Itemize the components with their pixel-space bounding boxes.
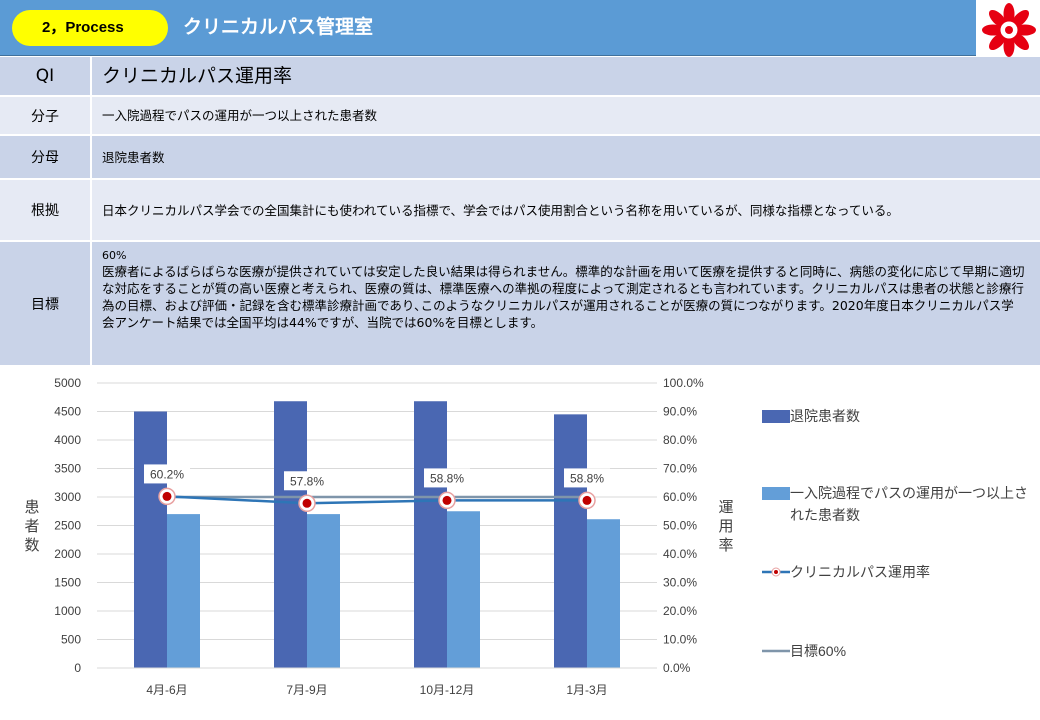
bar-pathway — [587, 519, 620, 668]
data-label-bg — [424, 468, 470, 488]
rate-marker-core — [302, 498, 312, 508]
y2-tick-label: 10.0% — [663, 633, 697, 647]
y-tick-label: 1500 — [54, 576, 81, 590]
data-label: 57.8% — [290, 474, 324, 488]
denominator-value: 退院患者数 — [92, 136, 1040, 178]
y-axis-title-char: 患 — [24, 499, 39, 516]
y2-tick-label: 70.0% — [663, 462, 697, 476]
data-label-bg — [144, 464, 190, 484]
y-tick-label: 4000 — [54, 433, 81, 447]
data-label: 58.8% — [570, 471, 604, 485]
x-tick-label: 10月-12月 — [420, 683, 475, 697]
data-label-bg — [284, 471, 330, 491]
legend-label-pathway-line1: 一入院過程でパスの運用が一つ以上さ — [790, 485, 1028, 501]
legend-swatch-discharged — [762, 410, 790, 423]
y2-axis-title-char: 率 — [718, 537, 733, 554]
rate-marker-core — [442, 495, 452, 505]
data-label: 58.8% — [430, 471, 464, 485]
y-tick-label: 2500 — [54, 519, 81, 533]
legend-swatch-pathway — [762, 487, 790, 500]
bar-pathway — [447, 511, 480, 668]
legend-marker-core-rate — [774, 570, 778, 574]
rate-marker-core — [582, 495, 592, 505]
section-badge: 2，Process — [12, 10, 168, 46]
legend-label-target: 目標60% — [790, 643, 846, 659]
y2-axis-title-char: 用 — [718, 518, 733, 535]
rate-line — [166, 495, 587, 505]
x-tick-label: 7月-9月 — [286, 683, 327, 697]
emblem-core — [1005, 26, 1013, 34]
y2-tick-label: 90.0% — [663, 405, 697, 419]
denominator-label: 分母 — [0, 136, 92, 178]
x-tick-label: 4月-6月 — [146, 683, 187, 697]
header-bar: 2，Process クリニカルパス管理室 — [0, 0, 976, 56]
target-row: 目標 60% 医療者によるばらばらな医療が提供されていては安定した良い結果は得ら… — [0, 242, 1040, 365]
basis-value: 日本クリニカルパス学会での全国集計にも使われている指標で、学会ではパス使用割合と… — [92, 180, 1040, 240]
page-title: クリニカルパス管理室 — [183, 16, 374, 38]
legend-label-rate: クリニカルパス運用率 — [790, 564, 930, 580]
y2-tick-label: 0.0% — [663, 661, 691, 675]
numerator-label: 分子 — [0, 97, 92, 134]
bar-discharged — [274, 401, 307, 668]
x-tick-label: 1月-3月 — [566, 683, 607, 697]
y2-tick-label: 100.0% — [663, 376, 704, 390]
y-axis-title-char: 数 — [24, 537, 39, 554]
y2-axis-title-char: 運 — [718, 499, 733, 516]
y-tick-label: 5000 — [54, 376, 81, 390]
numerator-value: 一入院過程でパスの運用が一つ以上された患者数 — [92, 97, 1040, 134]
bar-pathway — [167, 514, 200, 668]
y2-tick-label: 20.0% — [663, 604, 697, 618]
hospital-emblem-icon — [982, 3, 1036, 57]
rate-marker-core — [162, 491, 172, 501]
bar-discharged — [134, 411, 167, 668]
data-label: 60.2% — [150, 467, 184, 481]
target-value-body: 医療者によるばらばらな医療が提供されていては安定した良い結果は得られません。標準… — [102, 264, 1025, 330]
bar-pathway — [307, 514, 340, 668]
qi-value: クリニカルパス運用率 — [92, 57, 1040, 95]
y2-tick-label: 30.0% — [663, 576, 697, 590]
bar-discharged — [414, 401, 447, 668]
y2-tick-label: 50.0% — [663, 519, 697, 533]
y-tick-label: 1000 — [54, 604, 81, 618]
y-tick-label: 0 — [74, 661, 81, 675]
basis-row: 根拠 日本クリニカルパス学会での全国集計にも使われている指標で、学会ではパス使用… — [0, 180, 1040, 242]
y-tick-label: 3000 — [54, 490, 81, 504]
y-tick-label: 4500 — [54, 405, 81, 419]
basis-label: 根拠 — [0, 180, 92, 240]
legend-label-pathway-line2: れた患者数 — [790, 507, 860, 523]
denominator-row: 分母 退院患者数 — [0, 136, 1040, 180]
target-value: 60% 医療者によるばらばらな医療が提供されていては安定した良い結果は得られませ… — [92, 242, 1040, 365]
qi-label: QI — [0, 57, 92, 95]
qi-row: QI クリニカルパス運用率 — [0, 57, 1040, 97]
numerator-row: 分子 一入院過程でパスの運用が一つ以上された患者数 — [0, 97, 1040, 136]
target-label: 目標 — [0, 242, 92, 365]
y-tick-label: 500 — [61, 633, 81, 647]
target-value-title: 60% — [102, 249, 127, 262]
data-label-bg — [564, 468, 610, 488]
y2-tick-label: 40.0% — [663, 547, 697, 561]
legend-label-discharged: 退院患者数 — [790, 408, 860, 424]
y-tick-label: 2000 — [54, 547, 81, 561]
y-tick-label: 3500 — [54, 462, 81, 476]
y2-tick-label: 80.0% — [663, 433, 697, 447]
chart: 0 500 1000 1500 2000 2500 3000 3500 4000 4500 5000… — [24, 376, 1028, 697]
y-axis-title-char: 者 — [24, 518, 39, 535]
bar-discharged — [554, 414, 587, 668]
y2-tick-label: 60.0% — [663, 490, 697, 504]
